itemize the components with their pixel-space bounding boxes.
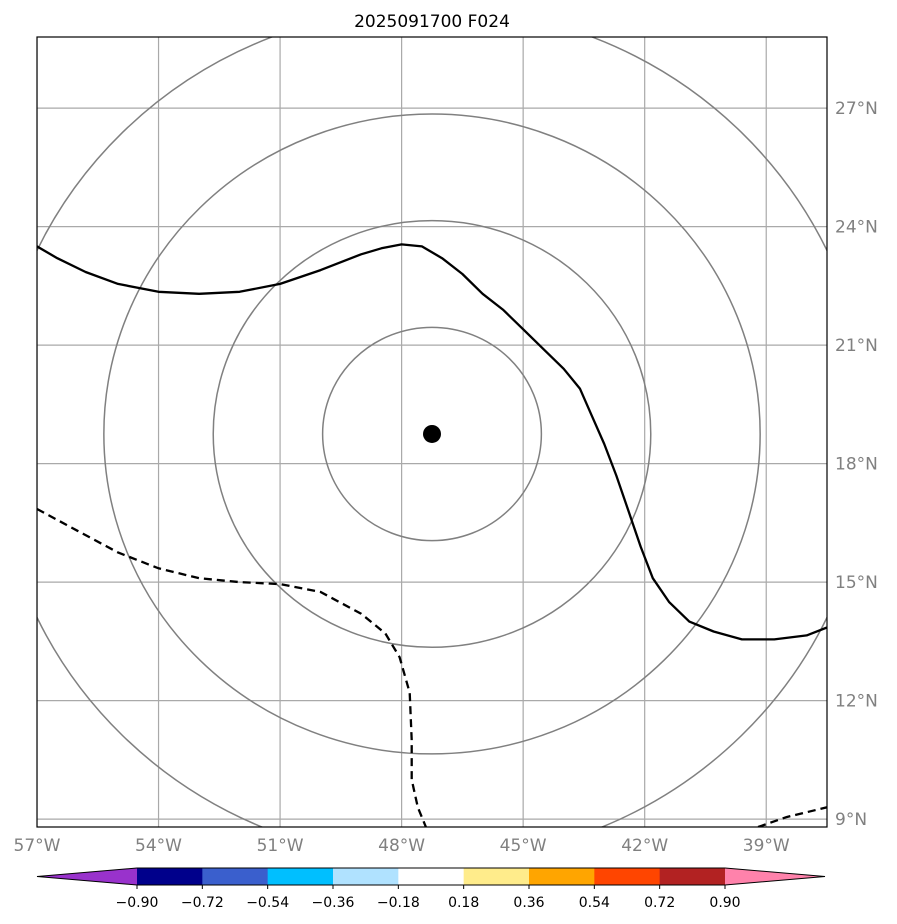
lon-label: 48°W [378,836,425,856]
range-rings [37,37,827,827]
colorbar-segment [463,868,530,885]
lon-label: 45°W [500,836,547,856]
colorbar-extend-high [725,868,825,885]
range-ring [103,113,761,755]
latitude-labels: 9°N 12°N 15°N 18°N 21°N 24°N 27°N [835,99,878,830]
solid-contour [37,243,827,641]
colorbar-tick-label: −0.36 [312,895,355,911]
colorbar-extend-low [37,868,137,885]
lon-label: 39°W [743,836,790,856]
colorbar-tick-label: −0.90 [116,895,159,911]
colorbar-tick-label: −0.54 [246,895,289,911]
contours [37,243,827,827]
colorbar-tick-label: −0.18 [377,895,420,911]
colorbar-tick-label: 0.90 [709,895,740,911]
longitude-labels: 57°W 54°W 51°W 48°W 45°W 42°W 39°W [14,836,790,856]
map-title: 2025091700 F024 [354,12,510,32]
colorbar-tick-label: 0.54 [579,895,610,911]
lat-label: 15°N [835,573,878,593]
colorbar [36,867,826,889]
lat-label: 12°N [835,692,878,712]
lon-label: 51°W [257,836,304,856]
storm-center-marker [423,424,441,443]
colorbar-segment [529,868,595,885]
colorbar-segment [333,868,399,885]
colorbar-tick-label: 0.18 [448,895,479,911]
lat-label: 18°N [835,455,878,475]
lat-label: 9°N [835,810,867,830]
colorbar-labels: −0.90 −0.72 −0.54 −0.36 −0.18 0.18 0.36 0.54 0.7… [116,895,741,911]
colorbar-segment [594,868,661,885]
map-frame [36,36,828,828]
lat-label: 21°N [835,336,878,356]
colorbar-segment [267,868,334,885]
colorbar-segment [659,868,726,885]
colorbar-segment [398,868,465,885]
lon-label: 57°W [14,836,61,856]
dashed-contour [37,507,427,827]
lon-label: 54°W [135,836,182,856]
lat-label: 27°N [835,99,878,119]
range-ring [212,219,652,649]
range-ring [321,326,543,542]
dashed-contour [757,806,827,827]
lon-label: 42°W [621,836,668,856]
lat-label: 24°N [835,218,878,238]
colorbar-segment [137,868,203,885]
colorbar-tick-label: 0.72 [644,895,675,911]
colorbar-tick-label: 0.36 [513,895,544,911]
colorbar-tick-label: −0.72 [181,895,224,911]
storm-center-marker-group [423,424,441,443]
graticule [37,37,827,827]
colorbar-segment [202,868,269,885]
